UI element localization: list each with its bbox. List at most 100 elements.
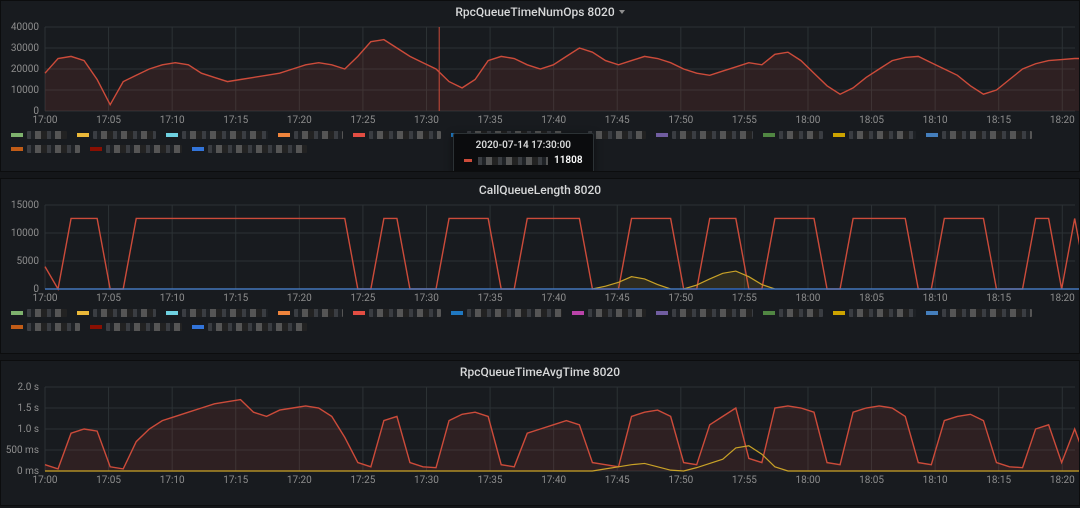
legend-swatch <box>656 311 668 315</box>
legend-item[interactable] <box>90 145 182 153</box>
legend-item[interactable] <box>572 309 646 317</box>
x-axis-tick-label: 18:05 <box>859 115 884 126</box>
legend-swatch <box>763 133 775 137</box>
x-axis-tick-label: 17:15 <box>223 115 248 126</box>
series-area <box>45 271 1080 289</box>
legend-label-obscured <box>27 145 80 153</box>
chart-svg[interactable]: 01000020000300004000017:0017:0517:1017:1… <box>1 21 1080 129</box>
legend-item[interactable] <box>11 309 67 317</box>
legend-item[interactable] <box>451 309 562 317</box>
chart-area[interactable]: 01000020000300004000017:0017:0517:1017:1… <box>1 21 1079 129</box>
series-area <box>45 400 1080 471</box>
legend-item[interactable] <box>278 309 343 317</box>
x-axis-tick-label: 17:45 <box>605 475 630 486</box>
legend-item[interactable] <box>656 309 753 317</box>
legend-swatch <box>278 133 290 137</box>
legend-item[interactable] <box>192 323 307 331</box>
x-axis-tick-label: 17:10 <box>160 115 185 126</box>
chart-area[interactable]: 0 ms500 ms1.0 s1.5 s2.0 s17:0017:0517:10… <box>1 381 1079 489</box>
x-axis-tick-label: 17:05 <box>96 293 121 304</box>
legend-label-obscured <box>588 131 646 139</box>
panel-rpcQueueTimeAvgTime: RpcQueueTimeAvgTime 80200 ms500 ms1.0 s1… <box>0 360 1080 506</box>
legend-item[interactable] <box>833 131 916 139</box>
x-axis-tick-label: 17:55 <box>732 293 757 304</box>
panel-title-text: RpcQueueTimeAvgTime 8020 <box>460 365 620 379</box>
legend-swatch <box>656 133 668 137</box>
x-axis-tick-label: 17:05 <box>96 115 121 126</box>
hover-tooltip: 2020-07-14 17:30:0011808 <box>453 133 594 172</box>
legend-item[interactable] <box>11 131 67 139</box>
y-axis-tick-label: 5000 <box>17 256 40 267</box>
legend-item[interactable] <box>192 145 307 153</box>
chart-svg[interactable]: 0 ms500 ms1.0 s1.5 s2.0 s17:0017:0517:10… <box>1 381 1080 489</box>
y-axis-tick-label: 1.5 s <box>17 403 39 414</box>
legend-item[interactable] <box>90 323 182 331</box>
legend-item[interactable] <box>353 309 441 317</box>
legend-item[interactable] <box>763 309 823 317</box>
legend-label-obscured <box>294 131 343 139</box>
legend-swatch <box>11 147 23 151</box>
y-axis-tick-label: 2.0 s <box>17 382 39 393</box>
legend-item[interactable] <box>763 131 823 139</box>
legend-label-obscured <box>27 323 80 331</box>
legend-label-obscured <box>93 309 156 317</box>
x-axis-tick-label: 17:55 <box>732 475 757 486</box>
panel-title[interactable]: RpcQueueTimeNumOps 8020 <box>1 1 1079 21</box>
y-axis-tick-label: 10000 <box>11 85 39 96</box>
legend-item[interactable] <box>77 309 156 317</box>
legend-label-obscured <box>182 309 268 317</box>
legend-item[interactable] <box>926 309 1032 317</box>
x-axis-tick-label: 17:10 <box>160 475 185 486</box>
legend-item[interactable] <box>278 131 343 139</box>
x-axis-tick-label: 17:40 <box>541 115 566 126</box>
x-axis-tick-label: 18:15 <box>986 293 1011 304</box>
x-axis-tick-label: 17:45 <box>605 293 630 304</box>
x-axis-tick-label: 17:40 <box>541 475 566 486</box>
y-axis-tick-label: 10000 <box>11 228 39 239</box>
legend-item[interactable] <box>166 131 268 139</box>
panel-title[interactable]: CallQueueLength 8020 <box>1 179 1079 199</box>
x-axis-tick-label: 17:15 <box>223 293 248 304</box>
panel-title[interactable]: RpcQueueTimeAvgTime 8020 <box>1 361 1079 381</box>
legend-item[interactable] <box>11 323 80 331</box>
legend-label-obscured <box>942 309 1032 317</box>
legend-item[interactable] <box>77 131 156 139</box>
x-axis-tick-label: 17:30 <box>414 115 439 126</box>
legend-item[interactable] <box>926 131 1032 139</box>
legend-swatch <box>278 311 290 315</box>
legend-item[interactable] <box>353 131 441 139</box>
legend-item[interactable] <box>166 309 268 317</box>
legend-swatch <box>353 133 365 137</box>
series-line[interactable] <box>45 271 1080 289</box>
x-axis-tick-label: 18:20 <box>1050 475 1075 486</box>
legend-swatch <box>192 325 204 329</box>
chevron-down-icon[interactable] <box>619 10 625 14</box>
series-line[interactable] <box>45 218 1080 289</box>
x-axis-tick-label: 17:40 <box>541 293 566 304</box>
x-axis-tick-label: 17:25 <box>350 475 375 486</box>
x-axis-tick-label: 17:05 <box>96 475 121 486</box>
chart-area[interactable]: 05000100001500017:0017:0517:1017:1517:20… <box>1 199 1079 307</box>
legend-item[interactable] <box>11 145 80 153</box>
x-axis-tick-label: 17:25 <box>350 293 375 304</box>
tooltip-series-label-obscured <box>478 157 548 165</box>
legend-swatch <box>833 133 845 137</box>
x-axis-tick-label: 18:20 <box>1050 115 1075 126</box>
x-axis-tick-label: 17:00 <box>33 115 58 126</box>
y-axis-tick-label: 40000 <box>11 22 39 33</box>
legend-label-obscured <box>294 309 343 317</box>
legend-item[interactable] <box>656 131 753 139</box>
tooltip-row: 11808 <box>464 155 583 166</box>
x-axis-tick-label: 17:20 <box>287 475 312 486</box>
legend-swatch <box>90 147 102 151</box>
panel-callQueueLength: CallQueueLength 802005000100001500017:00… <box>0 178 1080 354</box>
tooltip-swatch <box>464 159 472 162</box>
x-axis-tick-label: 18:10 <box>923 115 948 126</box>
x-axis-tick-label: 18:00 <box>796 115 821 126</box>
legend-swatch <box>451 311 463 315</box>
y-axis-tick-label: 500 ms <box>6 445 39 456</box>
x-axis-tick-label: 17:15 <box>223 475 248 486</box>
legend <box>1 307 1079 335</box>
chart-svg[interactable]: 05000100001500017:0017:0517:1017:1517:20… <box>1 199 1080 307</box>
legend-item[interactable] <box>833 309 916 317</box>
